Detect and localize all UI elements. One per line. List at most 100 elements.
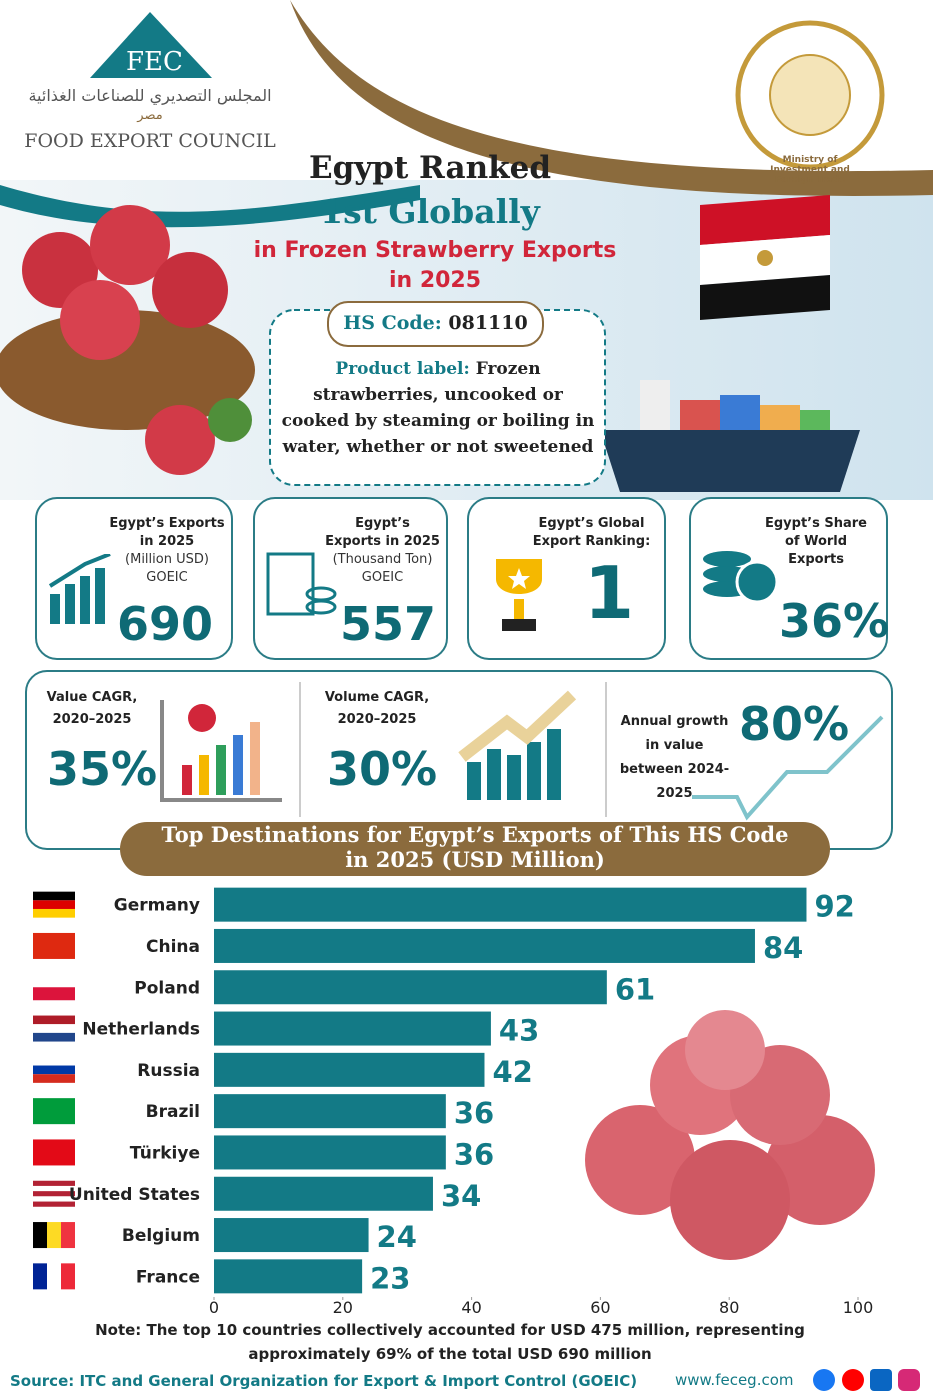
instagram[interactable] — [898, 1369, 920, 1391]
flag — [33, 908, 75, 918]
title-banner — [120, 822, 830, 876]
bar — [214, 1052, 485, 1087]
stat-title: Egypt’s Global Export Ranking: — [532, 516, 651, 549]
title-line: in Frozen Strawberry Exports — [253, 238, 617, 263]
header-art — [0, 0, 933, 500]
growth-card: Value CAGR, 2020–2025 35% Volume CAGR, 2… — [25, 670, 893, 850]
product-label-text: Frozen strawberries, uncooked or cooked … — [281, 359, 595, 457]
stat-card: Egypt’s Exports in 2025 (Thousand Ton) G… — [253, 497, 448, 660]
divider — [299, 682, 301, 817]
stat-detail: (Million USD) — [125, 552, 209, 567]
bar-icon — [160, 700, 282, 802]
trend-icon — [692, 715, 884, 821]
youtube[interactable] — [842, 1369, 864, 1391]
y-tick-label: United States — [69, 1185, 200, 1205]
stat-source: GOEIC — [146, 570, 188, 585]
x-tick-label: 20 — [333, 1298, 353, 1317]
flag — [33, 1139, 75, 1166]
logo-text: FEC — [126, 47, 183, 77]
egypt-flag — [700, 195, 830, 320]
flag — [33, 1196, 75, 1202]
title-line: 1st Globally — [320, 192, 540, 231]
flag — [33, 932, 75, 959]
stat-card: Egypt’s Share of World Exports 36% — [689, 497, 890, 660]
chart-title: Top Destinations for Egypt’s Exports of … — [161, 822, 789, 872]
bar — [214, 1094, 446, 1129]
stat-detail: (Thousand Ton) — [332, 552, 433, 567]
hs-code: HS Code: 081110 — [328, 312, 543, 334]
ship — [600, 380, 860, 492]
flag — [33, 1180, 75, 1186]
growth-title: Value CAGR, 2020–2025 — [46, 690, 138, 727]
website[interactable]: www.feceg.com — [675, 1371, 794, 1389]
ministry-name: Ministry of Investment and Foreign Trade — [770, 155, 850, 185]
title-line: in 2025 — [388, 268, 482, 293]
bar — [214, 1259, 363, 1294]
x-tick-label: 0 — [209, 1298, 219, 1317]
flag — [33, 1185, 75, 1192]
growth-title: Annual growth in value between 2024-2025 — [619, 714, 730, 801]
org-arabic-sub: مصر — [137, 108, 163, 123]
flag — [33, 1191, 75, 1197]
data-label: 42 — [492, 1055, 532, 1089]
flag — [33, 974, 75, 988]
flag — [33, 1056, 75, 1066]
flag — [33, 1222, 47, 1249]
x-tick-label: 60 — [590, 1298, 610, 1317]
x-tick-label: 80 — [719, 1298, 739, 1317]
title-line: Egypt Ranked — [308, 150, 552, 186]
linkedin[interactable] — [870, 1369, 892, 1391]
org-arabic: المجلس التصديري للصناعات الغذائية — [28, 86, 272, 105]
data-label: 61 — [615, 972, 655, 1006]
social-icons — [813, 1369, 920, 1391]
flag — [47, 1222, 61, 1249]
y-tick-label: Russia — [137, 1061, 200, 1081]
bar — [214, 970, 607, 1005]
data-label: 36 — [454, 1096, 494, 1130]
facebook[interactable] — [813, 1369, 835, 1391]
product-label: Product label: Frozen strawberries, unco… — [278, 356, 598, 460]
growth-value: 30% — [327, 742, 438, 796]
flag — [33, 1024, 75, 1033]
frozen-strawberries — [585, 1010, 875, 1260]
growth-title: Volume CAGR, 2020–2025 — [324, 690, 430, 727]
y-tick-label: France — [136, 1267, 200, 1287]
stat-value: 690 — [117, 597, 214, 651]
chart-icon — [48, 554, 111, 624]
flag — [33, 1201, 75, 1207]
flag — [33, 1032, 75, 1042]
flag — [47, 1263, 61, 1290]
stat-card: Egypt’s Exports in 2025 (Million USD) GO… — [35, 497, 233, 660]
data-label: 23 — [370, 1261, 410, 1295]
data-label: 34 — [441, 1179, 481, 1213]
flag — [33, 900, 75, 909]
trophy-icon — [496, 559, 542, 631]
stat-value: 1 — [584, 551, 635, 635]
document-icon — [266, 552, 337, 616]
stat-card: Egypt’s Global Export Ranking: 1 — [467, 497, 666, 660]
growth-value: 35% — [47, 742, 158, 796]
note: Note: The top 10 countries collectively … — [95, 1321, 805, 1363]
hs-label: HS Code: — [343, 312, 442, 334]
growth-value: 80% — [739, 697, 850, 751]
data-label: 92 — [814, 890, 854, 924]
bar — [214, 1176, 433, 1211]
flag — [61, 1263, 75, 1290]
x-tick-label: 100 — [843, 1298, 874, 1317]
flag — [33, 1098, 75, 1125]
bar — [214, 887, 807, 922]
stat-value: 36% — [779, 594, 890, 648]
bar — [214, 928, 755, 963]
flag — [33, 1065, 75, 1075]
y-tick-label: Germany — [114, 896, 200, 916]
x-tick-label: 40 — [461, 1298, 481, 1317]
y-tick-label: Belgium — [122, 1226, 200, 1246]
flag — [33, 891, 75, 901]
y-tick-label: Türkiye — [130, 1143, 200, 1163]
y-tick-label: Brazil — [146, 1102, 200, 1122]
strawberry-bowl — [0, 205, 255, 475]
data-label: 84 — [763, 931, 803, 965]
stat-title: Egypt’s Share of World Exports — [764, 516, 867, 567]
flag — [33, 1015, 75, 1025]
